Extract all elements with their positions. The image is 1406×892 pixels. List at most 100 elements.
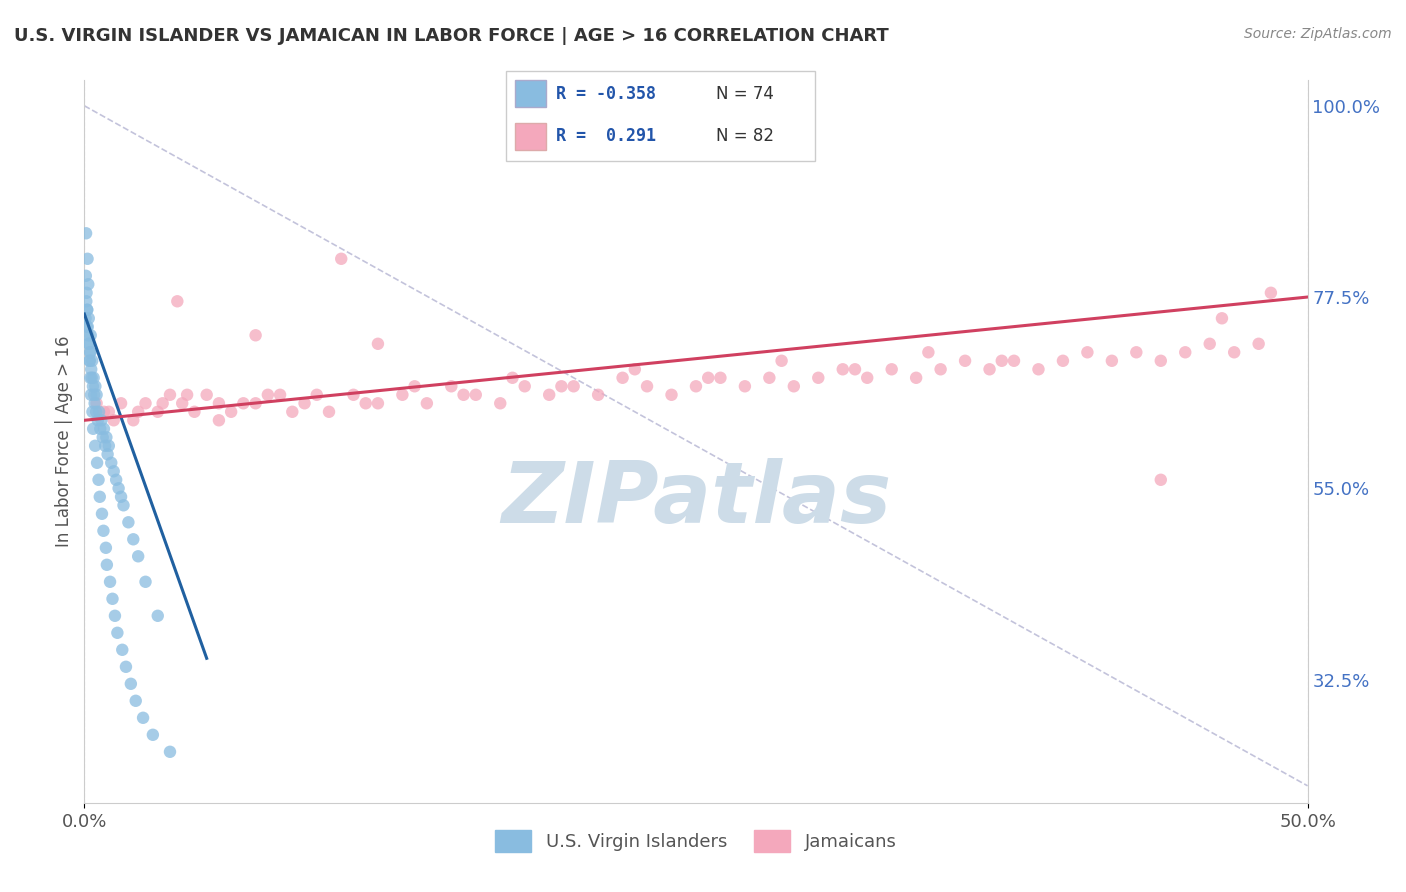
Point [76,302,98,317]
Point [93,405,115,419]
Point [75,311,97,326]
Point [318,405,340,419]
Point [86,396,108,410]
Point [807,371,830,385]
Point [76,302,98,317]
Point [464,388,486,402]
Point [1223,345,1246,359]
Point [770,353,793,368]
Point [80,328,103,343]
Point [440,379,463,393]
Point [342,388,364,402]
Point [93,524,115,538]
Point [83,388,105,402]
Point [905,371,928,385]
Point [77,336,100,351]
Point [105,473,128,487]
Point [97,439,120,453]
Text: R = -0.358: R = -0.358 [555,85,655,103]
Point [105,625,128,640]
Point [77,311,100,326]
Point [97,405,120,419]
Point [330,252,353,266]
Point [1052,353,1074,368]
Point [1076,345,1098,359]
Point [80,362,103,376]
Point [79,371,101,385]
Point [122,413,145,427]
Point [257,388,280,402]
Point [79,345,101,359]
Point [117,516,139,530]
Point [75,268,97,283]
Point [709,371,731,385]
Point [367,396,389,410]
Point [91,507,114,521]
Point [586,388,609,402]
Point [404,379,426,393]
Point [79,353,101,368]
Point [953,353,976,368]
Point [75,227,97,241]
Point [232,396,254,410]
Point [75,294,97,309]
Point [111,642,134,657]
Point [80,388,103,402]
Point [550,379,572,393]
Point [87,405,110,419]
Point [82,422,104,436]
Point [76,319,98,334]
Point [513,379,536,393]
Text: R =  0.291: R = 0.291 [555,128,655,145]
Legend: U.S. Virgin Islanders, Jamaicans: U.S. Virgin Islanders, Jamaicans [488,822,904,859]
Point [269,388,291,402]
Point [76,285,98,300]
Point [612,371,634,385]
Point [125,694,148,708]
Point [152,396,174,410]
Point [146,405,169,419]
Point [195,388,218,402]
Text: N = 74: N = 74 [717,85,775,103]
Point [89,422,111,436]
Point [80,371,103,385]
Point [98,574,121,589]
Point [245,328,267,343]
Point [1028,362,1050,376]
Point [305,388,328,402]
Point [856,371,879,385]
Point [183,405,205,419]
Text: Source: ZipAtlas.com: Source: ZipAtlas.com [1244,27,1392,41]
Point [219,405,242,419]
Point [489,396,512,410]
Text: ZIPatlas: ZIPatlas [501,458,891,541]
Point [122,533,145,547]
Point [115,660,138,674]
Point [90,413,112,427]
Point [135,574,157,589]
Point [107,481,129,495]
Point [502,371,524,385]
Point [166,294,188,309]
Point [100,456,122,470]
Point [79,345,101,359]
Point [245,396,267,410]
Point [281,405,304,419]
Point [159,388,181,402]
Point [110,396,132,410]
Point [624,362,647,376]
Point [661,388,683,402]
Point [82,379,104,393]
Point [917,345,939,359]
Point [562,379,585,393]
Point [831,362,853,376]
Point [697,371,720,385]
Point [89,490,111,504]
Point [208,396,231,410]
Point [367,336,389,351]
Point [354,396,377,410]
Point [979,362,1001,376]
Point [172,396,194,410]
Point [94,439,117,453]
Y-axis label: In Labor Force | Age > 16: In Labor Force | Age > 16 [55,335,73,548]
